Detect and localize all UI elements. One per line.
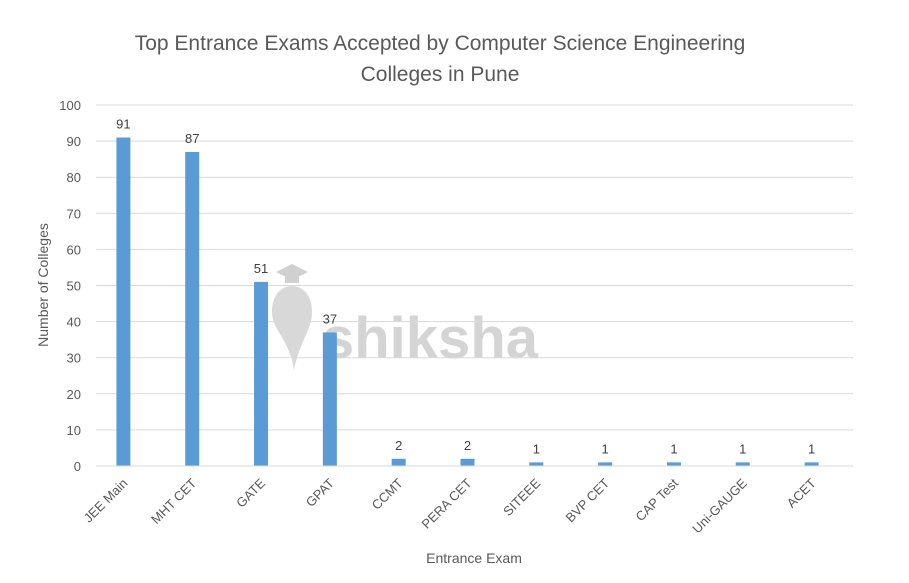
y-tick-label: 20 xyxy=(67,387,81,402)
y-tick-label: 30 xyxy=(67,351,81,366)
y-tick-label: 50 xyxy=(67,279,81,294)
data-label: 87 xyxy=(185,131,199,146)
data-label: 1 xyxy=(739,441,746,456)
data-label: 2 xyxy=(464,438,471,453)
data-label: 2 xyxy=(395,438,402,453)
y-axis-ticks: 0 10 20 30 40 50 60 70 80 90 100 xyxy=(59,98,81,474)
bar-gate xyxy=(254,281,269,466)
data-label: 1 xyxy=(533,441,540,456)
data-labels: 91 87 51 37 2 2 1 1 1 1 1 xyxy=(116,116,815,456)
data-label: 37 xyxy=(323,311,337,326)
x-tick-label: BVP CET xyxy=(562,475,612,525)
y-tick-label: 80 xyxy=(67,170,81,185)
data-label: 1 xyxy=(808,441,815,456)
shiksha-watermark: shiksha xyxy=(272,264,539,371)
x-tick-label: Uni-GAUGE xyxy=(689,475,750,536)
x-axis-ticks: JEE Main MHT CET GATE GPAT CCMT PERA CET SITEE… xyxy=(81,475,819,536)
flame-emblem-icon xyxy=(272,286,312,370)
bar-jee-main xyxy=(116,137,131,467)
x-tick-label: JEE Main xyxy=(81,476,131,526)
x-axis-label: Entrance Exam xyxy=(426,550,522,566)
x-tick-label: PERA CET xyxy=(419,475,475,531)
data-label: 91 xyxy=(116,116,130,131)
y-tick-label: 70 xyxy=(67,206,81,221)
bar-cap-test xyxy=(666,462,681,466)
x-tick-label: GATE xyxy=(233,475,268,510)
y-tick-label: 100 xyxy=(59,98,81,113)
y-axis-label: Number of Colleges xyxy=(35,223,51,347)
y-tick-label: 90 xyxy=(67,134,81,149)
x-tick-label: CAP Test xyxy=(632,475,681,524)
bar-ccmt xyxy=(391,458,406,466)
bar-pera-cet xyxy=(460,458,475,466)
y-tick-label: 60 xyxy=(67,242,81,257)
bar-uni-gauge xyxy=(735,462,750,466)
x-tick-label: GPAT xyxy=(303,475,337,509)
x-tick-label: ACET xyxy=(784,475,819,510)
bar-bvp-cet xyxy=(598,462,613,466)
y-tick-label: 40 xyxy=(67,315,81,330)
data-label: 1 xyxy=(670,441,677,456)
watermark-text: shiksha xyxy=(322,306,539,371)
bar-acet xyxy=(804,462,819,466)
data-label: 51 xyxy=(254,261,268,276)
y-tick-label: 0 xyxy=(74,459,81,474)
chart-title-line-1: Top Entrance Exams Accepted by Computer … xyxy=(134,32,746,55)
x-tick-label: MHT CET xyxy=(148,475,199,526)
bar-gpat xyxy=(322,332,337,466)
x-tick-label: SITEEE xyxy=(500,475,544,519)
chart-title: Top Entrance Exams Accepted by Computer … xyxy=(0,28,880,90)
bars xyxy=(116,137,819,467)
bar-mht-cet xyxy=(185,151,200,466)
graduation-cap-icon xyxy=(276,264,308,283)
x-tick-label: CCMT xyxy=(369,475,406,512)
data-label: 1 xyxy=(602,441,609,456)
y-tick-label: 10 xyxy=(67,423,81,438)
bar-siteee xyxy=(529,462,544,466)
chart-title-line-2: Colleges in Pune xyxy=(360,63,520,86)
gridlines xyxy=(96,104,853,431)
